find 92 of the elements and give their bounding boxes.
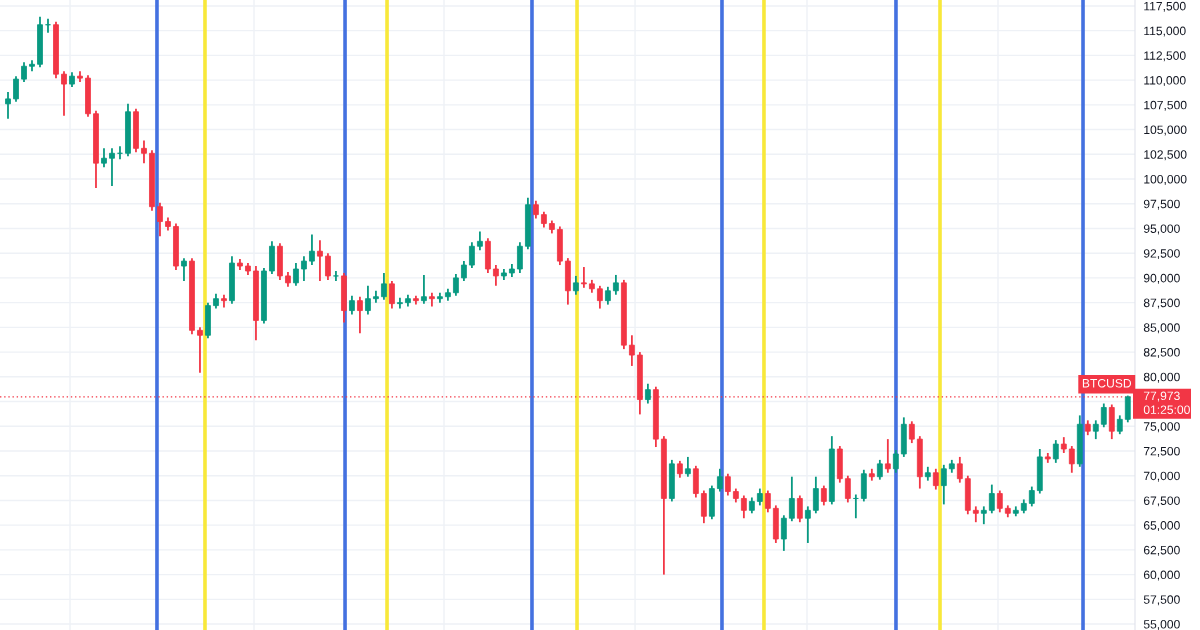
candlestick xyxy=(197,326,203,374)
y-tick-label: 72,500 xyxy=(1143,446,1180,457)
candlestick xyxy=(397,296,403,310)
candlestick xyxy=(293,262,299,287)
y-tick-label: 85,000 xyxy=(1143,323,1180,334)
candlestick xyxy=(389,279,395,310)
candlestick xyxy=(996,489,1003,514)
y-tick-label: 65,000 xyxy=(1143,521,1180,532)
candlestick xyxy=(1108,403,1115,441)
candlestick xyxy=(908,420,915,444)
candlestick xyxy=(876,458,883,481)
y-tick-label: 112,500 xyxy=(1144,51,1186,62)
candlestick xyxy=(988,483,995,515)
candlestick xyxy=(892,449,899,474)
candlestick xyxy=(61,70,67,117)
candlestick xyxy=(461,260,467,282)
candlestick xyxy=(421,274,427,305)
y-tick-label: 82,500 xyxy=(1143,348,1180,359)
candlestick xyxy=(740,494,747,520)
candlestick xyxy=(477,230,483,252)
candlestick xyxy=(596,284,603,310)
y-tick-label: 90,000 xyxy=(1143,273,1180,284)
candlestick xyxy=(517,241,523,274)
y-tick-label: 92,500 xyxy=(1143,249,1180,260)
y-tick-label: 100,000 xyxy=(1144,174,1187,185)
y-tick-label: 87,500 xyxy=(1143,298,1180,309)
candlestick xyxy=(1028,485,1035,508)
candlestick xyxy=(956,456,963,484)
y-tick-label: 102,500 xyxy=(1144,150,1187,161)
y-tick-label: 105,000 xyxy=(1144,125,1187,136)
candlestick xyxy=(1116,414,1123,436)
candlestick xyxy=(349,294,355,316)
text: 77,973 xyxy=(1143,391,1180,402)
y-tick-label: 80,000 xyxy=(1143,372,1180,383)
candlestick xyxy=(1092,419,1099,441)
y-tick-label: 57,500 xyxy=(1143,595,1180,606)
y-tick-label: 70,000 xyxy=(1143,471,1180,482)
candlestick xyxy=(1052,439,1059,464)
y-tick-label: 115,000 xyxy=(1144,26,1186,37)
candlestick xyxy=(13,75,19,103)
y-tick-label: 95,000 xyxy=(1143,224,1180,235)
candlestick xyxy=(844,474,851,504)
candlestick xyxy=(301,255,307,282)
text: 01:25:00 xyxy=(1143,405,1190,414)
y-tick-label: 117,500 xyxy=(1144,1,1186,12)
candlestick xyxy=(21,61,27,83)
candlestick xyxy=(932,467,939,491)
candlestick xyxy=(684,456,691,478)
candlestick xyxy=(181,257,187,282)
candlestick xyxy=(309,233,315,266)
y-tick-label: 67,500 xyxy=(1143,496,1180,507)
candlestick xyxy=(780,514,787,552)
candlestick xyxy=(644,382,651,405)
candlestick xyxy=(493,264,499,287)
y-tick-label: 107,500 xyxy=(1144,100,1187,111)
y-tick-label: 97,500 xyxy=(1143,199,1180,210)
candlestick xyxy=(469,241,475,269)
candlestick xyxy=(940,463,947,506)
y-tick-label: 55,000 xyxy=(1143,620,1180,630)
candlestick xyxy=(820,484,827,507)
candlestick xyxy=(357,295,363,335)
candlestick xyxy=(325,252,331,281)
candlestick xyxy=(573,275,579,296)
candlestick xyxy=(453,273,459,297)
candlestick xyxy=(884,438,891,474)
candlestick xyxy=(5,91,11,120)
y-tick-label: 60,000 xyxy=(1143,570,1180,581)
candlestick xyxy=(700,489,707,525)
candlestick xyxy=(1100,402,1107,429)
candlestick xyxy=(109,147,115,187)
candlestick xyxy=(381,272,387,301)
candlestick xyxy=(1124,394,1131,424)
candlestick xyxy=(764,489,771,514)
y-tick-label: 62,500 xyxy=(1143,545,1180,556)
candlestick xyxy=(581,266,587,289)
candlestick xyxy=(628,334,635,367)
candlestick xyxy=(812,475,819,515)
candlestick xyxy=(724,472,731,497)
ref-line-label: BTCUSD xyxy=(1082,378,1132,388)
candlestick xyxy=(796,494,803,524)
candlestick xyxy=(1068,445,1075,474)
candlestick xyxy=(788,475,795,523)
candlestick xyxy=(101,147,107,169)
candlestick xyxy=(804,505,811,544)
y-tick-label: 75,000 xyxy=(1143,422,1180,433)
candlestick xyxy=(141,139,147,165)
candlestick xyxy=(612,274,619,296)
candlestick xyxy=(716,467,723,493)
candlestick xyxy=(365,284,371,316)
y-tick-label: 110,000 xyxy=(1144,76,1186,87)
candlestick xyxy=(157,201,163,238)
candlestick xyxy=(317,239,323,282)
